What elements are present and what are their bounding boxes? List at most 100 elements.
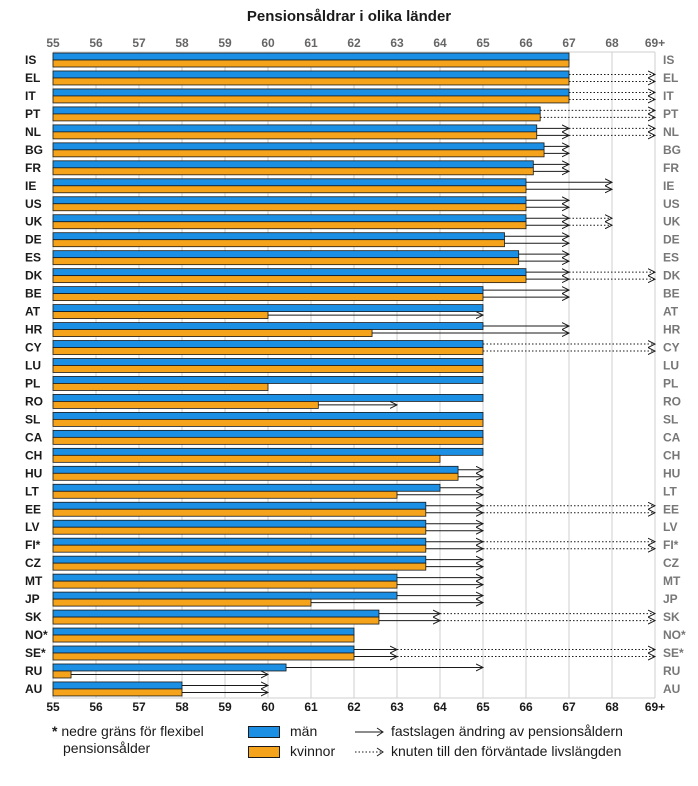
x-tick-label-bottom: 58 bbox=[175, 700, 189, 714]
x-tick-label-bottom: 65 bbox=[476, 700, 490, 714]
bar-women bbox=[52, 580, 398, 589]
x-tick-label-top: 55 bbox=[46, 36, 60, 50]
category-label-left: PL bbox=[25, 376, 40, 390]
bar-men bbox=[52, 519, 427, 528]
bar-men bbox=[52, 160, 534, 169]
flexible-age-note: * nedre gräns för flexibel pensionsålder bbox=[52, 723, 204, 757]
category-label-right: IE bbox=[663, 179, 674, 193]
category-label-right: ES bbox=[663, 251, 679, 265]
bar-men bbox=[52, 483, 441, 492]
category-label-right: DK bbox=[663, 269, 681, 283]
bar-women bbox=[52, 616, 380, 625]
category-label-right: BG bbox=[663, 143, 681, 157]
bar-men bbox=[52, 340, 484, 348]
category-label-right: PT bbox=[663, 107, 679, 121]
legend-solid-label: fastslagen ändring av pensionsåldern bbox=[391, 723, 623, 739]
note-star: * bbox=[52, 723, 58, 739]
legend-dotted-label: knuten till den förväntade livslängden bbox=[391, 743, 622, 759]
bar-men bbox=[52, 465, 459, 474]
category-label-right: LT bbox=[663, 484, 677, 498]
x-tick-label-top: 67 bbox=[562, 36, 576, 50]
bar-women bbox=[52, 544, 427, 553]
x-tick-label-top: 64 bbox=[433, 36, 447, 50]
bar-women bbox=[52, 311, 269, 319]
x-tick-label-top: 68 bbox=[605, 36, 619, 50]
dotted-arrow-icon bbox=[355, 747, 384, 757]
bar-women bbox=[52, 365, 484, 373]
bar-women bbox=[52, 472, 459, 481]
bar-men bbox=[52, 609, 380, 618]
category-label-left: HR bbox=[25, 323, 43, 337]
bar-men bbox=[52, 250, 520, 259]
bar-men bbox=[52, 501, 427, 510]
x-tick-label-bottom: 59 bbox=[218, 700, 232, 714]
category-label-left: NL bbox=[25, 125, 41, 139]
bar-men bbox=[52, 124, 538, 133]
x-tick-label-top: 61 bbox=[304, 36, 318, 50]
category-label-left: DE bbox=[25, 233, 42, 247]
category-label-right: IT bbox=[663, 89, 674, 103]
category-label-left: SK bbox=[25, 610, 42, 624]
category-label-left: IT bbox=[25, 89, 36, 103]
bar-men bbox=[52, 627, 355, 636]
x-tick-label-bottom: 64 bbox=[433, 700, 447, 714]
bar-men bbox=[52, 286, 484, 295]
bar-men bbox=[52, 142, 545, 151]
category-label-right: FI* bbox=[663, 538, 679, 552]
category-label-left: AU bbox=[25, 682, 42, 696]
category-label-left: EL bbox=[25, 71, 40, 85]
category-label-right: SE* bbox=[663, 646, 684, 660]
category-label-right: NO* bbox=[663, 628, 686, 642]
category-label-left: SE* bbox=[25, 646, 46, 660]
category-label-left: EE bbox=[25, 502, 41, 516]
bar-men bbox=[52, 681, 183, 690]
category-label-right: RU bbox=[663, 664, 680, 678]
bar-men bbox=[52, 322, 484, 330]
x-tick-label-bottom: 69+ bbox=[645, 700, 665, 714]
legend-women-label: kvinnor bbox=[290, 743, 336, 759]
bar-women bbox=[52, 257, 520, 266]
bar-women bbox=[52, 293, 484, 302]
category-label-left: DK bbox=[25, 269, 43, 283]
category-label-left: LT bbox=[25, 484, 39, 498]
bar-men bbox=[52, 411, 484, 420]
category-label-right: HR bbox=[663, 323, 681, 337]
bar-women bbox=[52, 490, 398, 499]
x-tick-label-top: 69+ bbox=[645, 36, 665, 50]
bar-women bbox=[52, 508, 427, 517]
category-label-right: NL bbox=[663, 125, 679, 139]
bar-men bbox=[52, 214, 527, 223]
x-tick-label-top: 66 bbox=[519, 36, 533, 50]
x-tick-label-top: 57 bbox=[132, 36, 146, 50]
category-label-right: HU bbox=[663, 466, 680, 480]
note-line-1: nedre gräns för flexibel bbox=[61, 723, 204, 739]
bar-men bbox=[52, 178, 527, 187]
legend-item-solid: fastslagen ändring av pensionsåldern bbox=[355, 723, 623, 743]
bar-women bbox=[52, 562, 427, 571]
bar-men bbox=[52, 447, 484, 456]
category-label-left: BG bbox=[25, 143, 43, 157]
x-tick-label-bottom: 60 bbox=[261, 700, 275, 714]
category-label-left: ES bbox=[25, 251, 41, 265]
bar-women bbox=[52, 652, 355, 661]
bar-men bbox=[52, 70, 570, 79]
category-label-right: LV bbox=[663, 520, 677, 534]
category-label-left: MT bbox=[25, 574, 43, 588]
bar-men bbox=[52, 106, 541, 115]
bar-men bbox=[52, 429, 484, 438]
bar-men bbox=[52, 232, 505, 241]
category-label-right: IS bbox=[663, 53, 674, 67]
category-label-left: CZ bbox=[25, 556, 41, 570]
bar-women bbox=[52, 275, 527, 284]
bar-women bbox=[52, 347, 484, 355]
category-label-right: EL bbox=[663, 71, 678, 85]
note-line-2: pensionsålder bbox=[63, 740, 151, 756]
x-tick-label-top: 65 bbox=[476, 36, 490, 50]
bar-women bbox=[52, 401, 319, 409]
bar-men bbox=[52, 573, 398, 582]
bar-men bbox=[52, 394, 484, 402]
x-tick-label-top: 58 bbox=[175, 36, 189, 50]
x-tick-label-bottom: 61 bbox=[304, 700, 318, 714]
change-legend: fastslagen ändring av pensionsåldern knu… bbox=[355, 723, 623, 763]
x-tick-label-top: 59 bbox=[218, 36, 232, 50]
